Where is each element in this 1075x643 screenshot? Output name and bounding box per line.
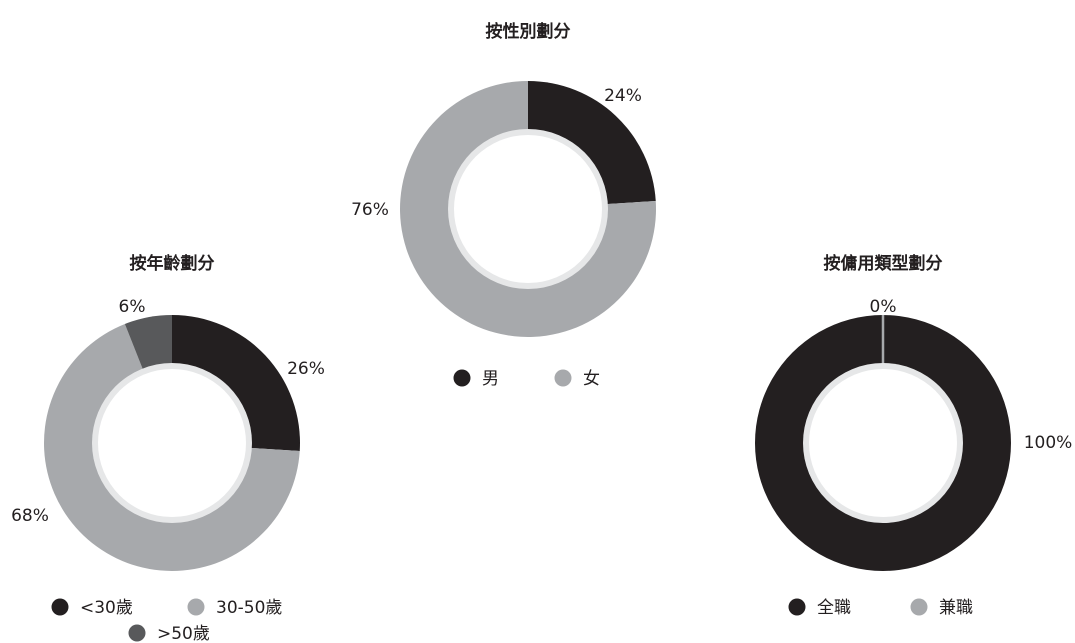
legend-label: 女 (583, 369, 600, 389)
legend-item-50: >50歲 (128, 624, 210, 643)
legend-item-cat: 全職 (788, 598, 851, 618)
legend-swatch-icon (554, 369, 572, 387)
donut-hole (454, 135, 602, 283)
data-label: 76% (351, 200, 389, 220)
legend-item-30-50: 30-50歲 (187, 598, 282, 618)
legend-label: >50歲 (157, 624, 210, 643)
donut-chart-3: 按傭用類型劃分 100% 0% 全職 兼職 (754, 253, 1073, 618)
data-label: 100% (1024, 433, 1073, 453)
legend-swatch-icon (128, 624, 146, 642)
legend-item-30: <30歲 (51, 598, 133, 618)
data-label: 24% (604, 86, 642, 106)
legend-swatch-icon (51, 598, 69, 616)
chart-title: 按年齡劃分 (130, 253, 215, 274)
legend-item-cat: 兼職 (910, 598, 973, 618)
legend-swatch-icon (187, 598, 205, 616)
legend-label: 全職 (817, 598, 851, 618)
legend-label: 30-50歲 (216, 598, 282, 618)
legend-swatch-icon (453, 369, 471, 387)
legend-item-cat: 女 (554, 369, 600, 389)
data-label: 26% (287, 359, 325, 379)
legend-label: 兼職 (939, 598, 973, 618)
legend-swatch-icon (910, 598, 928, 616)
chart-title: 按性別劃分 (486, 21, 571, 42)
donut-hole (809, 369, 957, 517)
donut-hole (98, 369, 246, 517)
data-label: 68% (11, 506, 49, 526)
legend-item-cat: 男 (453, 369, 499, 389)
donut-chart-1: 按性別劃分 24% 76% 男 女 (351, 21, 656, 389)
data-label: 0% (870, 297, 897, 317)
chart-title: 按傭用類型劃分 (824, 253, 943, 274)
legend-swatch-icon (788, 598, 806, 616)
legend-label: <30歲 (80, 598, 133, 618)
donut-chart-2: 按年齡劃分 26% 68% 6% <30歲 30-50歲 >50歲 (11, 253, 325, 643)
legend-label: 男 (482, 369, 499, 389)
data-label: 6% (119, 297, 146, 317)
